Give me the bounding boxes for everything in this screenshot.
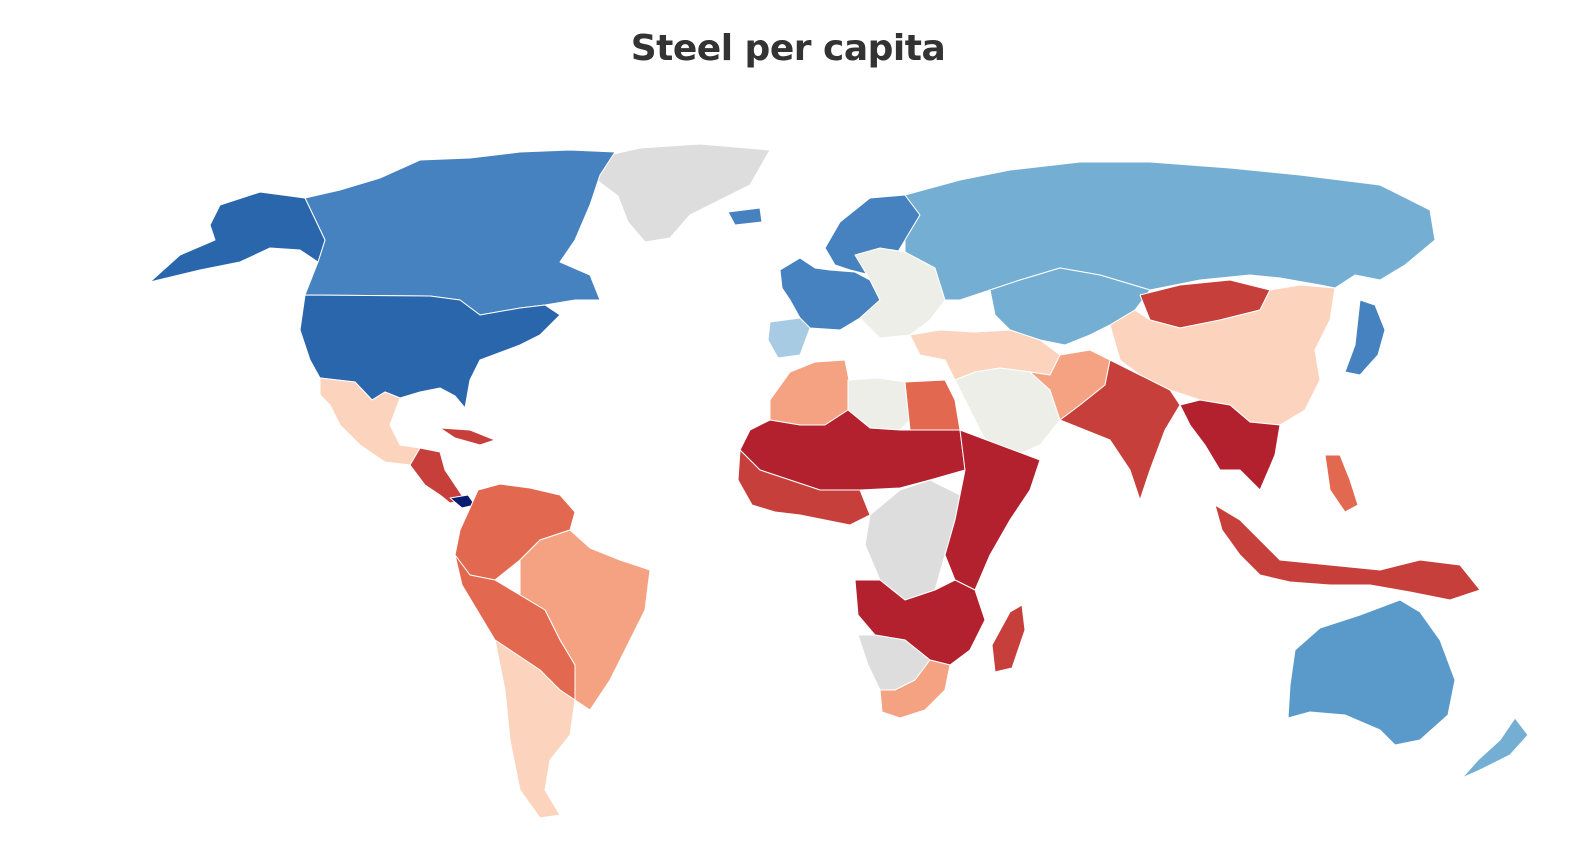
region-greenland[interactable] — [587, 143, 771, 243]
region-eastern-europe[interactable] — [854, 247, 946, 339]
region-iceland[interactable] — [727, 207, 763, 226]
region-egypt[interactable] — [904, 379, 961, 431]
region-china[interactable] — [1109, 284, 1336, 426]
region-north-africa-west[interactable] — [769, 359, 851, 426]
region-indonesia[interactable] — [1214, 504, 1481, 601]
region-southeast-asia[interactable] — [1179, 399, 1281, 491]
region-central-america[interactable] — [409, 447, 466, 504]
region-new-zealand[interactable] — [1461, 717, 1529, 779]
region-west-africa[interactable] — [737, 449, 871, 526]
region-south-africa[interactable] — [879, 659, 951, 719]
region-iberia[interactable] — [767, 317, 811, 359]
region-alaska[interactable] — [149, 191, 326, 283]
region-philippines[interactable] — [1324, 454, 1359, 513]
region-cuba[interactable] — [439, 427, 496, 446]
region-madagascar[interactable] — [991, 604, 1026, 673]
region-canada[interactable] — [304, 149, 616, 316]
region-australia[interactable] — [1287, 599, 1456, 746]
region-japan[interactable] — [1344, 299, 1386, 376]
region-argentina-chile[interactable] — [494, 639, 576, 819]
region-india[interactable] — [1059, 359, 1181, 501]
region-russia[interactable] — [904, 161, 1436, 301]
map-title: Steel per capita — [630, 28, 946, 69]
